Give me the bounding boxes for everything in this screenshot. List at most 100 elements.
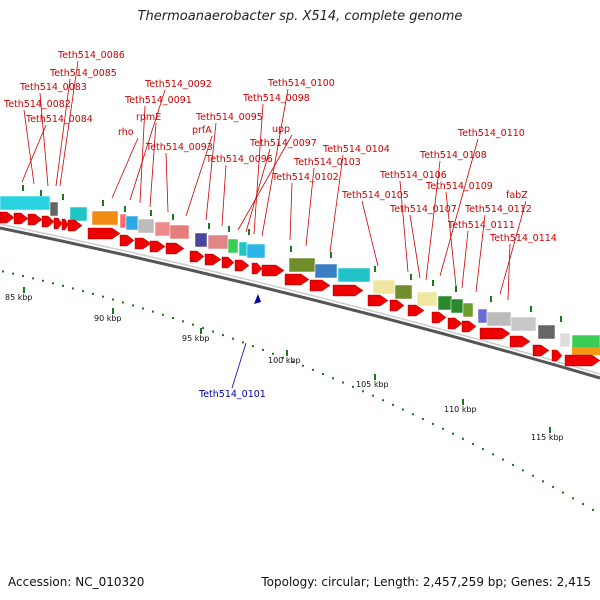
scale-dot-7 [72, 287, 74, 290]
scale-dot-26 [262, 348, 264, 351]
gene-label-10: prfA [192, 125, 212, 136]
gene-block-27 [559, 332, 571, 348]
gene-block-4 [119, 213, 127, 229]
feature-tick-15 [455, 286, 457, 292]
gene-leader-11 [205, 122, 217, 221]
scale-dot-37 [372, 394, 374, 397]
scale-dot-32 [322, 372, 324, 375]
scale-dot-55 [552, 485, 554, 488]
scale-dot-51 [512, 463, 514, 466]
scale-dot-2 [22, 274, 24, 277]
gene-label-25: Teth514_0107 [389, 204, 457, 215]
scale-dot-0 [2, 270, 4, 273]
gene-arrow-17 [261, 264, 285, 277]
gene-arrow-10 [149, 240, 166, 253]
gene-label-16: Teth514_0096 [205, 154, 273, 165]
gene-leader-7 [111, 137, 139, 199]
gene-arrow-23 [407, 304, 425, 317]
scale-label-6: 115 kbp [531, 433, 564, 442]
feature-tick-18 [560, 316, 562, 322]
gene-label-18: Teth514_0103 [293, 157, 361, 168]
gene-label-8: rpmE [136, 112, 161, 123]
feature-tick-0 [22, 185, 24, 191]
scale-dot-36 [362, 390, 364, 393]
gene-leader-21 [425, 160, 441, 281]
scale-dot-16 [162, 313, 164, 316]
gene-arrow-4 [53, 217, 63, 230]
gene-arrow-0 [0, 211, 15, 224]
feature-tick-5 [150, 210, 152, 216]
feature-tick-13 [410, 274, 412, 280]
feature-tick-2 [62, 194, 64, 200]
scale-major-tick-5 [462, 399, 464, 405]
scale-dot-25 [252, 345, 254, 348]
scale-label-4: 105 kbp [356, 380, 389, 389]
gene-arrow-26 [461, 320, 477, 333]
gene-block-7 [154, 221, 171, 237]
gene-block-22 [462, 302, 474, 318]
scale-dot-45 [452, 432, 454, 435]
gene-arrow-13 [204, 253, 222, 266]
gene-leader-8 [149, 122, 157, 208]
feature-tick-11 [330, 252, 332, 258]
gene-block-16 [337, 267, 371, 283]
gene-block-10 [207, 234, 229, 250]
scale-dot-22 [222, 334, 224, 337]
gene-leader-10 [185, 135, 213, 217]
scale-dot-44 [442, 427, 444, 430]
gene-block-12 [238, 241, 248, 257]
gene-block-9 [194, 232, 208, 248]
gene-leader-12 [261, 88, 289, 237]
feature-tick-7 [208, 223, 210, 229]
gene-arrow-21 [367, 294, 389, 307]
gene-leader-19 [289, 182, 293, 241]
gene-arrow-22 [389, 299, 405, 312]
gene-block-25 [510, 316, 537, 332]
gene-label-21: Teth514_0108 [419, 150, 487, 161]
gene-block-13 [246, 243, 266, 259]
scale-label-3: 100 kbp [268, 356, 301, 365]
gene-leader-23 [361, 200, 379, 267]
gene-leader-26 [499, 200, 527, 295]
gene-label-19: Teth514_0102 [271, 172, 339, 183]
scale-dot-4 [42, 279, 44, 282]
scale-dot-49 [492, 453, 494, 456]
scale-major-tick-6 [549, 427, 551, 433]
gene-arrow-24 [431, 311, 447, 324]
scale-dot-8 [82, 290, 84, 293]
gene-block-8 [169, 224, 190, 240]
scale-dot-9 [92, 292, 94, 295]
feature-tick-3 [102, 200, 104, 206]
gene-block-18 [394, 284, 413, 300]
gene-block-15 [314, 263, 338, 279]
scale-dot-57 [572, 497, 574, 500]
scale-dot-10 [102, 295, 104, 298]
gene-label-12: Teth514_0100 [267, 78, 335, 89]
scale-dot-50 [502, 458, 504, 461]
scale-label-5: 110 kbp [444, 405, 477, 414]
gene-block-17 [372, 279, 396, 295]
gene-arrow-15 [234, 259, 250, 272]
gene-leader-1 [55, 78, 71, 187]
gene-block-0 [0, 195, 51, 211]
scale-dot-59 [592, 508, 594, 511]
gene-label-0: Teth514_0086 [57, 50, 125, 61]
scale-dot-43 [432, 422, 434, 425]
gene-label-29: Teth514_0114 [489, 233, 557, 244]
gene-leader-0 [59, 60, 79, 187]
gene-leader-14 [237, 134, 293, 231]
gene-label-14: upp [272, 124, 290, 135]
scale-dot-48 [482, 448, 484, 451]
gene-arrow-31 [564, 354, 600, 367]
scale-major-tick-0 [23, 287, 25, 293]
feature-tick-12 [374, 266, 376, 272]
gene-label-26: fabZ [506, 190, 528, 201]
gene-arrow-3 [41, 215, 55, 228]
gene-block-26 [537, 324, 556, 340]
scale-major-tick-1 [112, 308, 114, 314]
gene-leader-29 [507, 243, 511, 301]
scale-dot-58 [582, 503, 584, 506]
gene-block-3 [91, 210, 119, 226]
gene-leader-4 [21, 124, 47, 183]
scale-dot-11 [112, 298, 114, 301]
